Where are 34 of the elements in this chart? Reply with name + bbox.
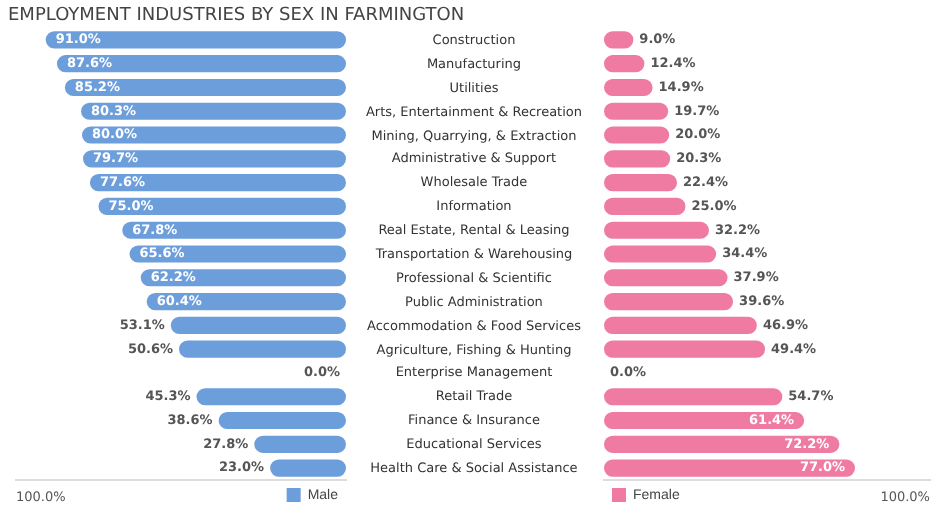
bar [89, 174, 346, 192]
chart-title: EMPLOYMENT INDUSTRIES BY SEX IN FARMINGTON [8, 6, 465, 26]
bar [218, 411, 346, 430]
bar [82, 150, 346, 168]
bar [129, 245, 346, 263]
bar [170, 316, 346, 334]
bar [140, 269, 346, 287]
bar [604, 174, 678, 192]
bar [604, 435, 840, 453]
bar [604, 316, 757, 334]
bar [604, 150, 671, 168]
bar [604, 459, 856, 477]
bar [604, 126, 670, 144]
bar [604, 388, 783, 406]
bar [254, 435, 346, 453]
bar [64, 78, 346, 97]
bar [146, 293, 346, 311]
bar [196, 388, 346, 406]
bar [56, 55, 346, 73]
bar [604, 197, 686, 215]
bar [604, 411, 805, 430]
bar [81, 102, 346, 120]
bar [45, 31, 346, 49]
bar [604, 102, 669, 120]
bar [179, 340, 346, 358]
bar [122, 221, 346, 239]
bar [604, 293, 734, 311]
bar [604, 269, 728, 287]
bar [98, 197, 346, 215]
bar [270, 459, 346, 477]
bar [604, 340, 766, 358]
bar [604, 221, 709, 239]
bar [82, 126, 346, 144]
bar [604, 245, 717, 263]
